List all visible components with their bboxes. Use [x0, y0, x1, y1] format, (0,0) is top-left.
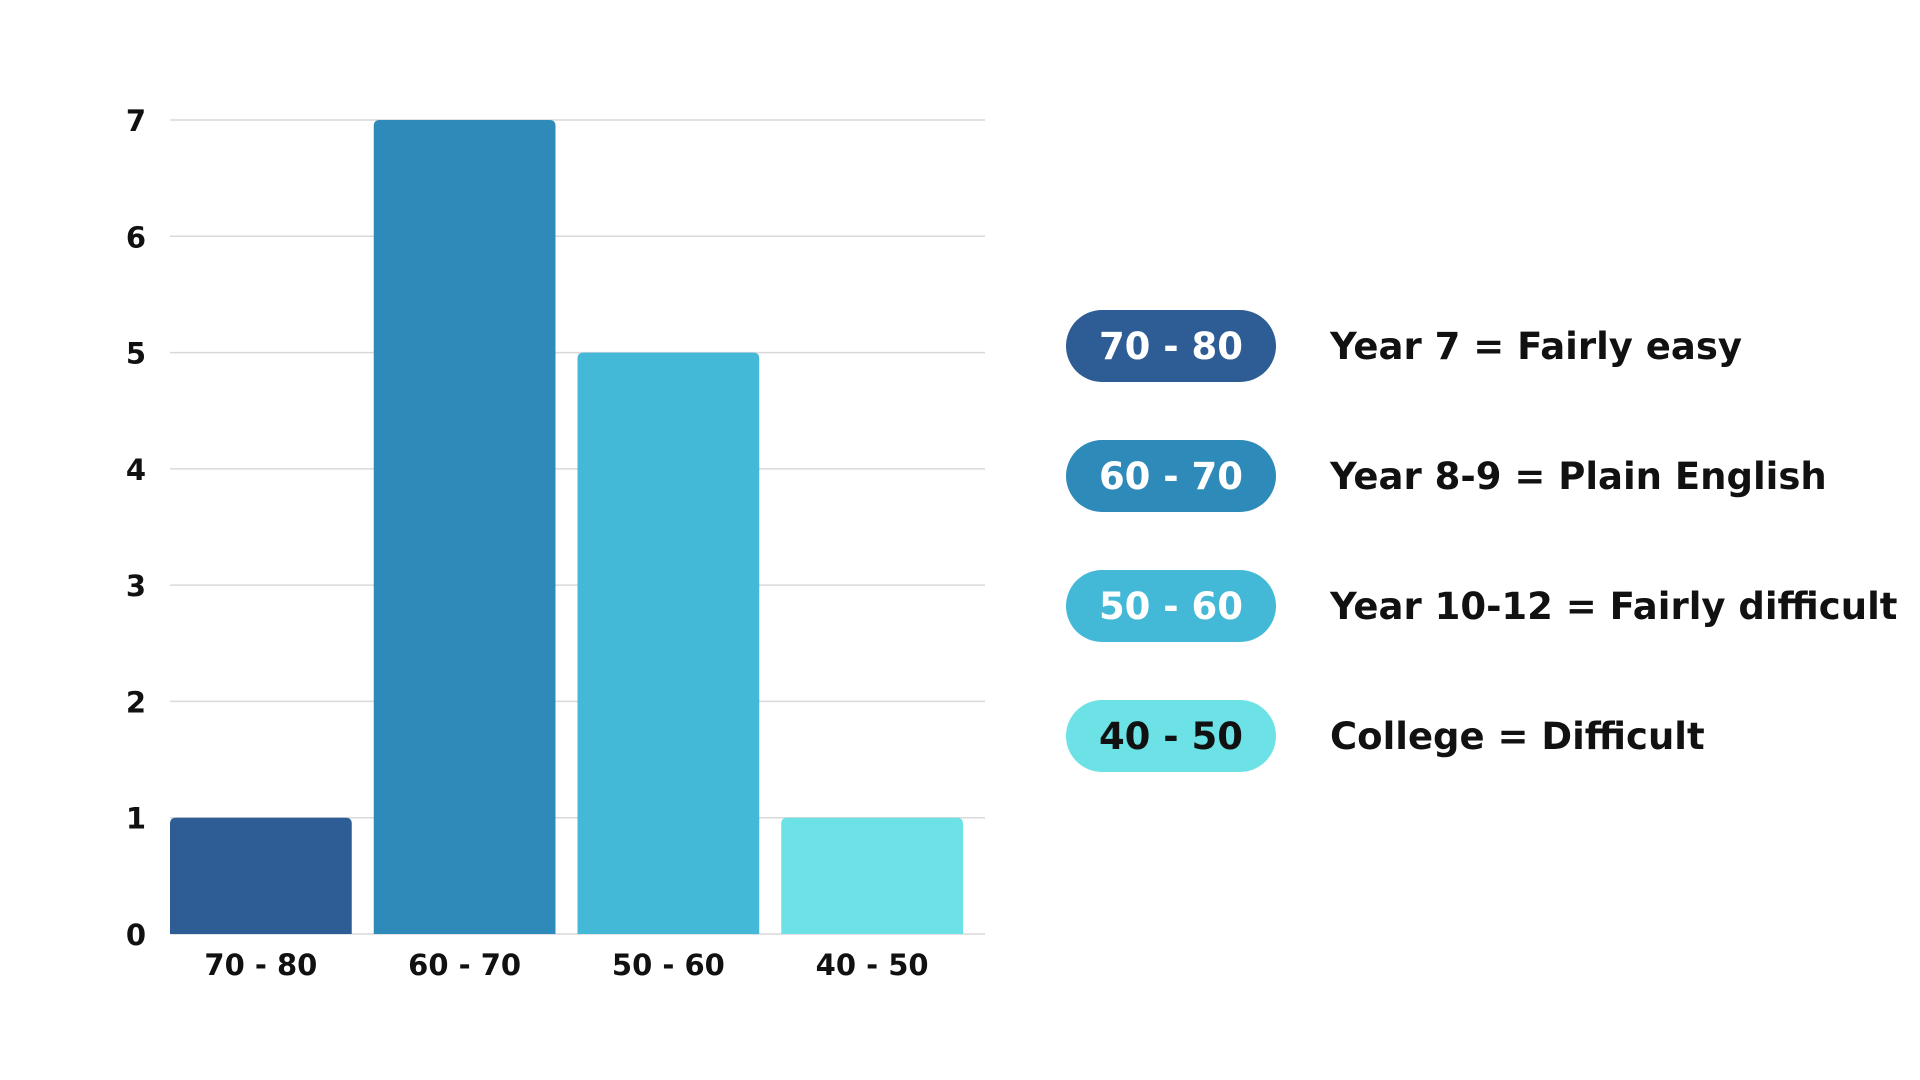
y-tick-label: 3	[126, 569, 146, 603]
legend-row: 70 - 80 Year 7 = Fairly easy	[1066, 310, 1897, 382]
legend-row: 50 - 60 Year 10-12 = Fairly difficult	[1066, 570, 1897, 642]
y-tick-label: 7	[126, 104, 146, 138]
bar	[373, 120, 556, 934]
x-axis-ticks: 70 - 80 60 - 70 50 - 60 40 - 50	[204, 948, 928, 982]
legend-description: Year 7 = Fairly easy	[1330, 324, 1742, 368]
bars	[170, 120, 963, 935]
y-tick-label: 4	[126, 453, 146, 487]
y-tick-label: 2	[126, 685, 146, 719]
legend-range-pill: 40 - 50	[1066, 700, 1276, 772]
legend-description: College = Difficult	[1330, 714, 1705, 758]
legend: 70 - 80 Year 7 = Fairly easy 60 - 70 Yea…	[1066, 310, 1897, 830]
bar	[577, 352, 760, 935]
y-tick-label: 0	[126, 918, 146, 952]
legend-description: Year 10-12 = Fairly difficult	[1330, 584, 1898, 628]
y-tick-label: 5	[126, 337, 146, 371]
legend-description: Year 8-9 = Plain English	[1330, 454, 1827, 498]
legend-row: 40 - 50 College = Difficult	[1066, 700, 1897, 772]
x-tick-label: 50 - 60	[612, 948, 725, 982]
bar	[781, 817, 963, 934]
bar	[170, 817, 352, 934]
y-axis-ticks: 0 1 2 3 4 5 6 7	[126, 104, 146, 952]
legend-range-pill: 60 - 70	[1066, 440, 1276, 512]
y-tick-label: 6	[126, 220, 146, 254]
x-tick-label: 40 - 50	[816, 948, 929, 982]
legend-range-pill: 70 - 80	[1066, 310, 1276, 382]
legend-range-pill: 50 - 60	[1066, 570, 1276, 642]
bar-chart: 0 1 2 3 4 5 6 7 70 - 80 60 - 70 50 - 60 40 - 50	[126, 104, 985, 982]
legend-row: 60 - 70 Year 8-9 = Plain English	[1066, 440, 1897, 512]
y-tick-label: 1	[126, 802, 146, 836]
x-tick-label: 70 - 80	[204, 948, 317, 982]
x-tick-label: 60 - 70	[408, 948, 521, 982]
